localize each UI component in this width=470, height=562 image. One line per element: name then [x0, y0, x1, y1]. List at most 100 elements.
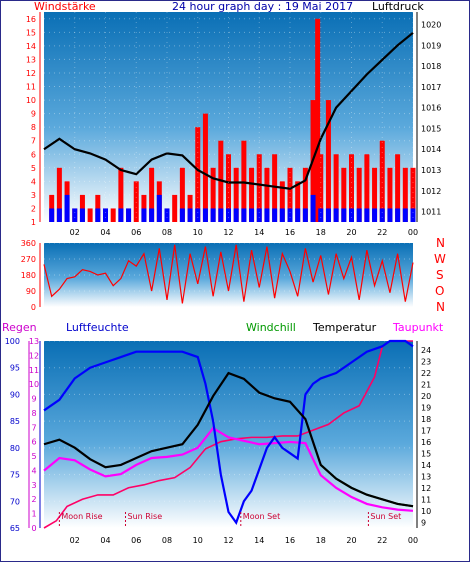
wind-tick-label: 5 — [31, 164, 36, 173]
direction-tick-label: 360 — [21, 239, 36, 248]
x-tick-label-bottom: 20 — [346, 536, 356, 545]
gust-bar — [49, 208, 55, 222]
wind-bar — [302, 167, 308, 222]
x-tick-label-top: 06 — [131, 228, 141, 237]
wind-tick-label: 12 — [26, 69, 36, 78]
dewpoint-line — [43, 426, 414, 512]
x-tick-label-bottom: 06 — [131, 536, 141, 545]
rain-tick-label: 13 — [29, 337, 39, 346]
wind-bar — [210, 167, 216, 222]
x-tick-label-bottom: 12 — [223, 536, 233, 545]
gust-bar — [318, 208, 324, 222]
wind-tick-label: 7 — [31, 137, 36, 146]
temperature-line — [43, 371, 414, 508]
wind-bar — [256, 154, 262, 222]
legend-dewpoint: Taupunkt — [392, 321, 444, 334]
x-tick-label-top: 20 — [346, 228, 356, 237]
gust-bar — [226, 208, 231, 222]
direction-letter-n-bottom: N — [436, 300, 445, 314]
wind-bar — [287, 167, 293, 222]
legend-windchill: Windchill — [246, 321, 296, 334]
event-label: Moon Set — [243, 512, 280, 521]
gust-bar — [195, 208, 201, 222]
wind-bar — [249, 167, 255, 222]
middle-panel-background — [44, 243, 413, 307]
wind-bar — [349, 154, 354, 222]
direction-tick-label: 180 — [21, 271, 36, 280]
humidity-tick-label: 70 — [10, 497, 20, 506]
temperature-tick-label: 15 — [421, 449, 431, 458]
pressure-tick-label: 1013 — [421, 166, 441, 175]
gust-bar — [56, 208, 62, 222]
humidity-tick-label: 75 — [10, 471, 20, 480]
wind-tick-label: 14 — [26, 42, 36, 51]
chart-title: 24 hour graph day : 19 Mai 2017 — [172, 0, 353, 13]
event-label: Moon Rise — [61, 512, 102, 521]
wind-bar — [341, 167, 347, 222]
temperature-tick-label: 23 — [421, 358, 431, 367]
wind-tick-label: 1 — [31, 218, 36, 227]
wind-axis-title: Windstärke — [34, 0, 96, 13]
gust-bar — [379, 208, 385, 222]
x-tick-label-top: 02 — [70, 228, 80, 237]
legend-rain: Regen — [2, 321, 37, 334]
wind-bar — [241, 140, 247, 222]
top-chart-layer: 1234567891011121314151610111012101310141… — [26, 12, 441, 237]
pressure-tick-label: 1011 — [421, 208, 441, 217]
gust-bar — [402, 208, 408, 222]
temperature-tick-label: 22 — [421, 369, 431, 378]
wind-bar — [272, 154, 278, 222]
rain-tick-label: 3 — [31, 481, 36, 490]
wind-bar — [195, 127, 201, 222]
temperature-tick-label: 21 — [421, 381, 431, 390]
gust-bar — [256, 208, 262, 222]
rain-tick-label: 0 — [31, 524, 36, 533]
temperature-tick-label: 20 — [421, 392, 431, 401]
rain-tick-label: 4 — [31, 466, 36, 475]
temperature-tick-label: 9 — [421, 518, 426, 527]
wind-tick-label: 2 — [31, 204, 36, 213]
wind-bar — [118, 167, 124, 222]
pressure-line — [43, 31, 414, 190]
pressure-tick-label: 1015 — [421, 124, 441, 133]
temperature-tick-label: 10 — [421, 507, 431, 516]
rain-tick-label: 11 — [29, 366, 39, 375]
gust-bar — [333, 208, 339, 222]
gust-bar — [310, 194, 316, 222]
gust-bar — [295, 208, 301, 222]
wind-bar — [333, 154, 339, 222]
middle-chart-layer: 0 90 180 270 360 — [21, 239, 414, 312]
x-tick-label-bottom: 14 — [254, 536, 264, 545]
gust-bar — [387, 208, 393, 222]
x-tick-label-top: 04 — [100, 228, 110, 237]
wind-tick-label: 9 — [31, 110, 36, 119]
wind-bar — [379, 140, 385, 222]
wind-tick-label: 6 — [31, 150, 36, 159]
x-tick-label-top: 10 — [193, 228, 203, 237]
rain-tick-label: 5 — [31, 452, 36, 461]
pressure-tick-label: 1019 — [421, 41, 441, 50]
temperature-tick-label: 11 — [421, 495, 431, 504]
wind-bar — [279, 181, 285, 222]
humidity-tick-label: 80 — [10, 444, 20, 453]
rain-tick-label: 2 — [31, 495, 36, 504]
wind-bar — [356, 167, 362, 222]
humidity-tick-label: 95 — [10, 364, 20, 373]
direction-letter-s: S — [436, 268, 444, 282]
x-tick-label-bottom: 08 — [162, 536, 172, 545]
event-label: Sun Set — [370, 512, 401, 521]
gust-bar — [249, 208, 255, 222]
pressure-tick-label: 1014 — [421, 145, 441, 154]
x-tick-label-top: 14 — [254, 228, 264, 237]
pressure-tick-label: 1020 — [421, 20, 441, 29]
humidity-tick-label: 85 — [10, 417, 20, 426]
wind-bar — [410, 167, 416, 222]
wind-bar — [325, 100, 331, 222]
gust-bar — [141, 208, 147, 222]
gust-bar — [264, 208, 270, 222]
wind-bar — [179, 167, 185, 222]
x-tick-label-top: 18 — [316, 228, 326, 237]
gust-bar — [179, 208, 185, 222]
x-tick-label-top: 12 — [223, 228, 233, 237]
x-tick-label-bottom: 10 — [193, 536, 203, 545]
